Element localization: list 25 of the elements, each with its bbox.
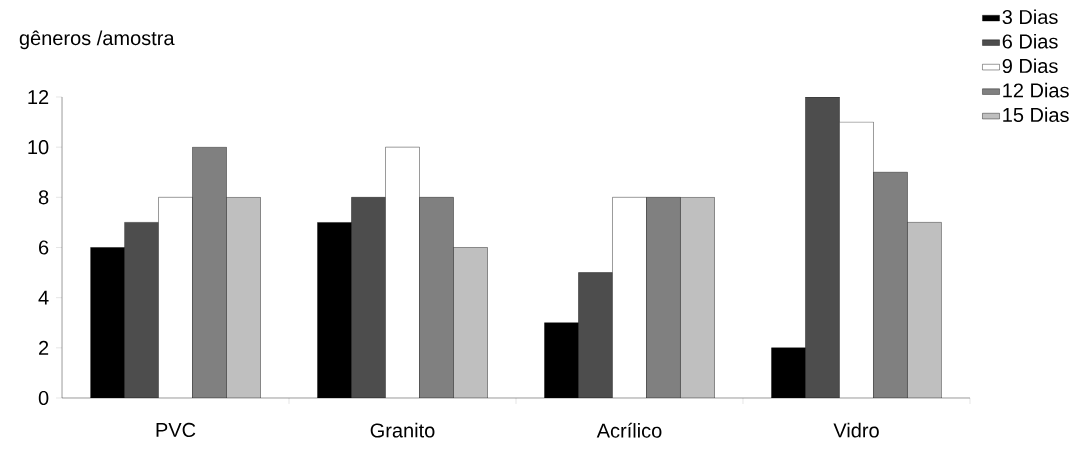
y-axis-title: gêneros /amostra [19,30,175,50]
y-tick-label: 10 [28,140,49,155]
y-tick-label: 2 [39,340,49,355]
bar [578,272,613,398]
y-tick-label: 0 [38,390,49,406]
bar [226,197,261,398]
x-tick-label: Vidro [833,422,879,438]
y-tick-label: 4 [38,290,49,305]
bar [453,247,488,398]
legend-label: 6 Dias [1002,33,1058,49]
y-tick-label: 12 [28,90,49,104]
y-tick-label: 6 [39,240,49,255]
bar [351,197,386,398]
legend-label: 12 Dias [1003,82,1069,98]
x-tick-label: PVC [156,422,196,437]
x-tick-label: Acrílico [596,422,662,438]
bar [805,96,840,398]
y-tick-label: 8 [38,190,49,205]
x-tick-label: Granito [370,422,435,438]
bar [907,222,942,398]
bar [124,222,159,398]
legend-label: 15 Dias [1003,107,1069,123]
legend-label: 9 Dias [1002,58,1058,74]
legend-label: 3 Dias [1002,9,1058,25]
bar [680,197,715,398]
